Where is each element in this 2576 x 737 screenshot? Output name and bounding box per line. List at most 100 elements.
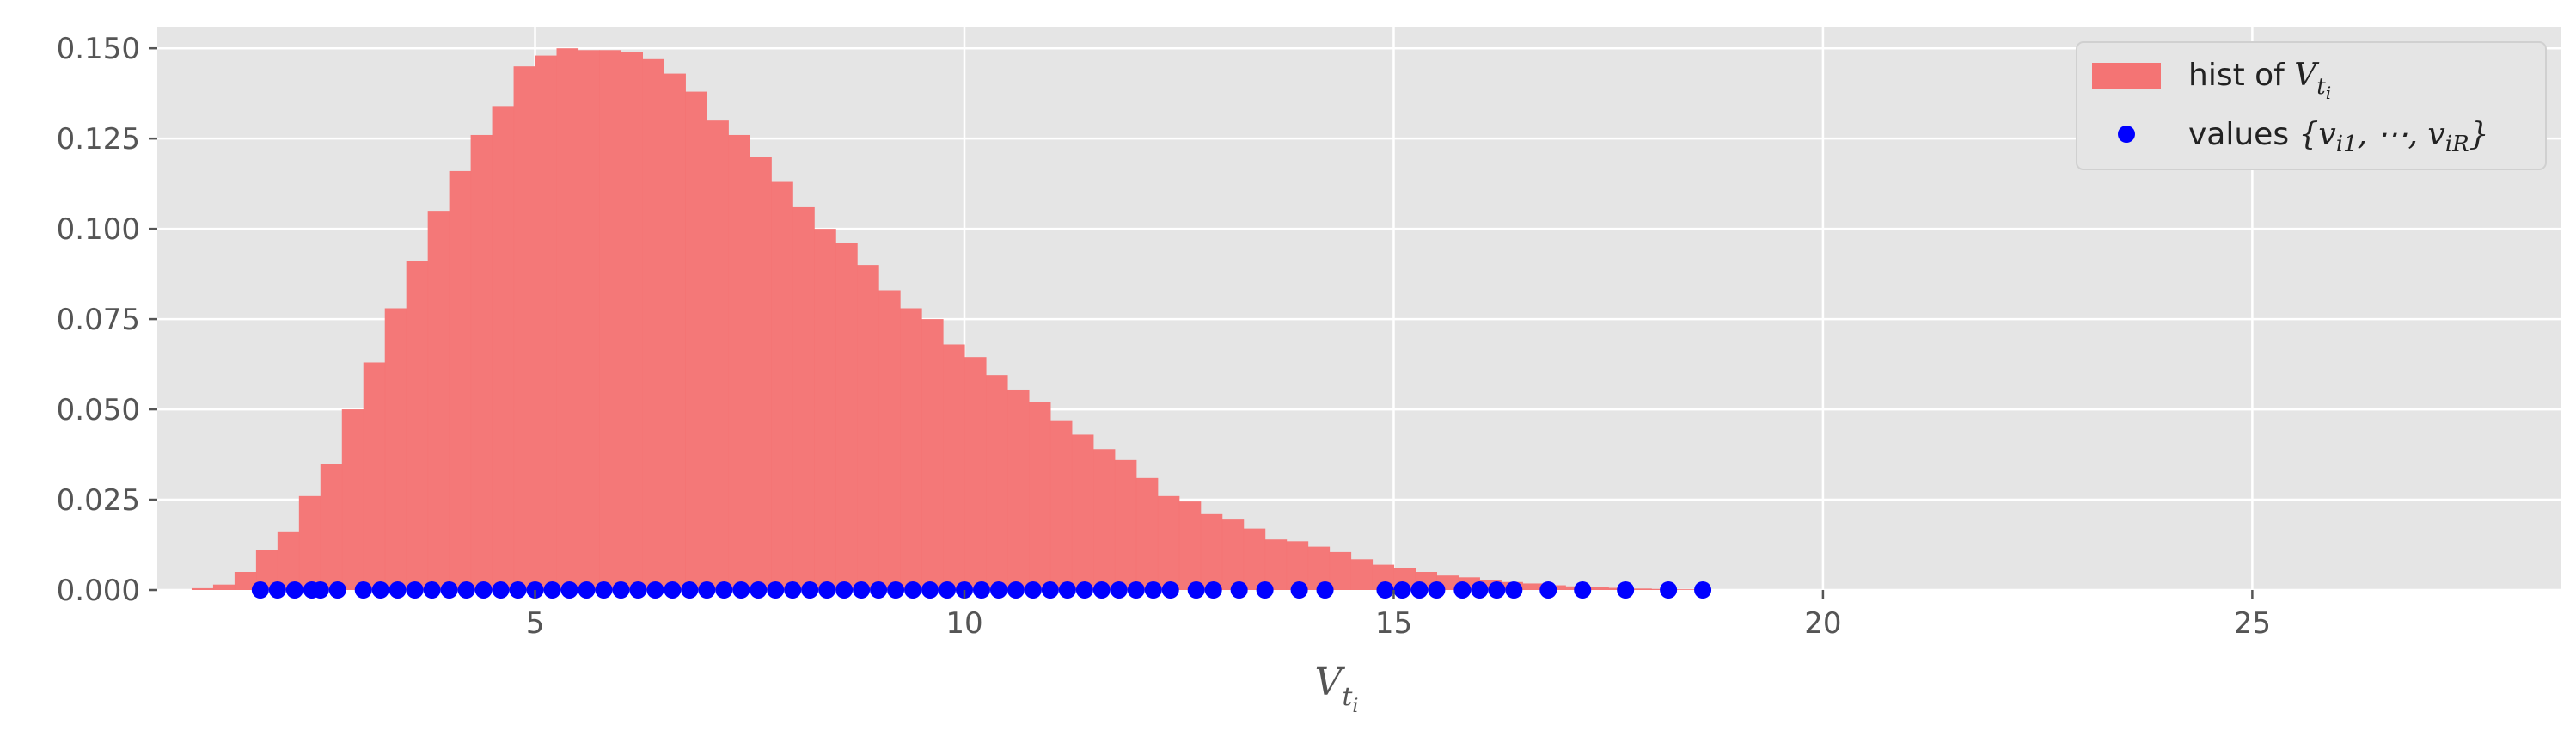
value-point	[1058, 581, 1076, 599]
histogram-bar	[277, 531, 300, 590]
x-tick-label: 10	[945, 606, 982, 641]
histogram-bar	[728, 134, 750, 590]
histogram-bar	[1673, 589, 1695, 590]
value-point	[1660, 581, 1678, 599]
value-point	[664, 581, 682, 599]
value-point	[1007, 581, 1025, 599]
x-tick-label: 25	[2234, 606, 2271, 641]
legend-hist-label: hist of Vti	[2188, 58, 2331, 103]
value-point	[1127, 581, 1145, 599]
histogram-bar	[707, 120, 729, 590]
histogram-bar	[857, 265, 879, 590]
value-point	[1144, 581, 1162, 599]
histogram-bars	[191, 48, 1695, 591]
value-point	[1256, 581, 1274, 599]
legend-hist-var: V	[2294, 58, 2320, 93]
value-point	[1453, 581, 1472, 599]
value-point	[1290, 581, 1308, 599]
value-point	[1617, 581, 1635, 599]
value-point	[835, 581, 854, 599]
legend-values-label: values {vi1, ⋯, viR}	[2188, 117, 2489, 157]
value-point	[492, 581, 510, 599]
x-tick-label: 5	[526, 606, 545, 641]
histogram-bar	[1200, 513, 1223, 590]
histogram-bar	[1243, 528, 1266, 590]
histogram-bar	[1587, 587, 1609, 590]
value-point	[629, 581, 647, 599]
legend-values-sub1: i1	[2336, 132, 2358, 157]
histogram-bar	[1049, 420, 1073, 590]
histogram-bar	[878, 290, 901, 590]
value-point	[457, 581, 475, 599]
y-axis-ticks: 0.000 0.025 0.050 0.075 0.100 0.125 0.150	[57, 32, 157, 608]
value-point	[560, 581, 578, 599]
value-point	[1024, 581, 1042, 599]
value-point	[285, 581, 303, 599]
value-point	[1505, 581, 1523, 599]
value-point	[1694, 581, 1712, 599]
histogram-bar	[900, 308, 922, 590]
histogram-bar	[835, 243, 858, 590]
value-point	[801, 581, 819, 599]
x-tick-label: 15	[1375, 606, 1412, 641]
histogram-bar	[384, 308, 407, 590]
value-point	[1110, 581, 1128, 599]
x-axis-title-subsub: i	[1352, 696, 1358, 717]
value-point	[1316, 581, 1334, 599]
value-point	[784, 581, 802, 599]
histogram-bar	[320, 464, 343, 590]
value-point	[1574, 581, 1592, 599]
histogram-bar	[943, 344, 965, 590]
x-axis-title-sub: t	[1342, 682, 1353, 712]
value-point	[1471, 581, 1489, 599]
value-point	[870, 581, 888, 599]
value-point	[698, 581, 716, 599]
histogram-bar	[1221, 519, 1245, 590]
x-axis-title: Vti	[1315, 660, 1359, 717]
histogram-bar	[1157, 495, 1180, 590]
histogram-bar	[1522, 583, 1545, 590]
histogram-bar	[1028, 402, 1051, 590]
histogram-bar	[513, 66, 536, 590]
value-point	[1204, 581, 1222, 599]
histogram-bar	[621, 52, 643, 590]
x-tick-label: 20	[1804, 606, 1841, 641]
histogram-bar	[814, 229, 836, 590]
y-tick-label: 0.000	[57, 574, 140, 608]
value-points	[251, 581, 1712, 599]
histogram-bar	[470, 134, 493, 590]
histogram-bar	[1071, 434, 1094, 590]
value-point	[939, 581, 957, 599]
legend-hist-swatch	[2092, 63, 2161, 89]
histogram-bar	[191, 587, 214, 590]
value-point	[1092, 581, 1111, 599]
histogram-bar	[234, 572, 257, 590]
value-point	[1041, 581, 1059, 599]
histogram-bar	[341, 409, 364, 590]
x-axis-title-var: V	[1315, 660, 1346, 704]
value-point	[887, 581, 905, 599]
value-point	[904, 581, 922, 599]
histogram-bar	[599, 50, 622, 590]
value-point	[715, 581, 733, 599]
value-point	[989, 581, 1007, 599]
histogram-bar	[642, 58, 664, 591]
legend-values-math: {v	[2299, 117, 2336, 152]
y-tick-label: 0.075	[57, 303, 140, 337]
value-point	[595, 581, 613, 599]
x-axis-ticks: 5 10 15 20 25	[526, 590, 2271, 641]
value-point	[543, 581, 561, 599]
histogram-bar	[363, 362, 386, 590]
legend-box	[2076, 41, 2547, 170]
value-point	[853, 581, 871, 599]
histogram-bar	[921, 319, 944, 590]
legend-hist-sub: t	[2316, 74, 2326, 100]
value-point	[406, 581, 424, 599]
value-point	[440, 581, 458, 599]
histogram-bar	[792, 206, 815, 590]
value-point	[612, 581, 630, 599]
value-point	[1075, 581, 1093, 599]
legend-hist-prefix: hist of	[2188, 58, 2294, 93]
value-point	[423, 581, 441, 599]
